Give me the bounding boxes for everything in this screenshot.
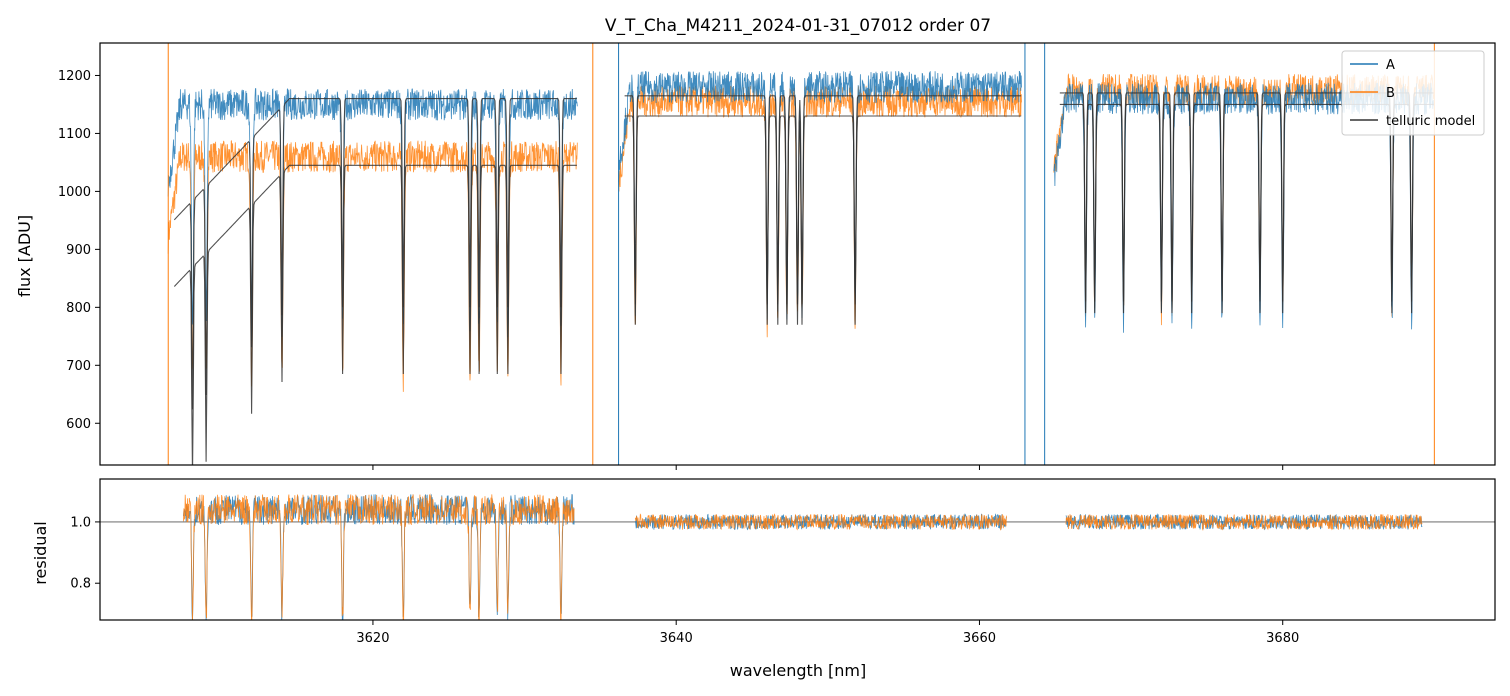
legend-label-A: A bbox=[1386, 58, 1395, 73]
residual-y-tick-label: 1.0 bbox=[70, 515, 91, 530]
residual-x-tick-label: 3660 bbox=[963, 631, 996, 646]
series-A-line-seg1 bbox=[618, 70, 1022, 320]
flux-y-tick-label: 1000 bbox=[58, 185, 91, 200]
telluric-model-line-seg1-1 bbox=[624, 95, 1022, 305]
telluric-model-line-seg0-1 bbox=[173, 98, 577, 410]
telluric-model-line-seg1-0 bbox=[624, 115, 1022, 325]
telluric-model-line-seg2-1 bbox=[1059, 103, 1434, 314]
legend-label-telluric: telluric model bbox=[1386, 114, 1475, 129]
flux-y-axis-label: flux [ADU] bbox=[15, 215, 34, 297]
legend-label-B: B bbox=[1386, 86, 1395, 101]
flux-axes-frame bbox=[99, 42, 1496, 466]
flux-y-tick-label: 1200 bbox=[58, 69, 91, 84]
residual-B-line-seg0 bbox=[183, 493, 575, 620]
telluric-model-line-seg0-0 bbox=[173, 164, 577, 465]
residual-x-tick-label: 3680 bbox=[1266, 631, 1299, 646]
residual-x-tick-label: 3640 bbox=[660, 631, 693, 646]
x-axis-label: wavelength [nm] bbox=[730, 661, 867, 680]
flux-y-tick-label: 900 bbox=[66, 243, 91, 258]
residual-y-tick-label: 0.8 bbox=[70, 577, 91, 592]
flux-y-tick-label: 1100 bbox=[58, 127, 91, 142]
legend-box bbox=[1341, 50, 1485, 136]
residual-B-line-seg1 bbox=[634, 513, 1007, 531]
series-B-line-seg1 bbox=[618, 85, 1022, 338]
flux-y-tick-label: 600 bbox=[66, 417, 91, 432]
residual-y-axis-label: residual bbox=[31, 521, 50, 584]
flux-panel: 600 700 800 900 1000 1100 1200 flux [ADU] bbox=[15, 42, 1496, 470]
series-A-line-seg0 bbox=[167, 88, 578, 341]
residual-x-tick-label: 3620 bbox=[356, 631, 389, 646]
residual-axes-frame bbox=[99, 478, 1496, 621]
chart-title: V_T_Cha_M4211_2024-01-31_07012 order 07 bbox=[605, 16, 991, 36]
residual-panel: 0.8 1.0 3620 3640 3660 3680 residual waveleng… bbox=[31, 478, 1496, 680]
residual-B-line-seg2 bbox=[1065, 514, 1423, 532]
legend: A B telluric model bbox=[1341, 50, 1485, 136]
flux-y-tick-label: 700 bbox=[66, 359, 91, 374]
flux-y-tick-label: 800 bbox=[66, 301, 91, 316]
series-B-line-seg0 bbox=[167, 140, 578, 392]
